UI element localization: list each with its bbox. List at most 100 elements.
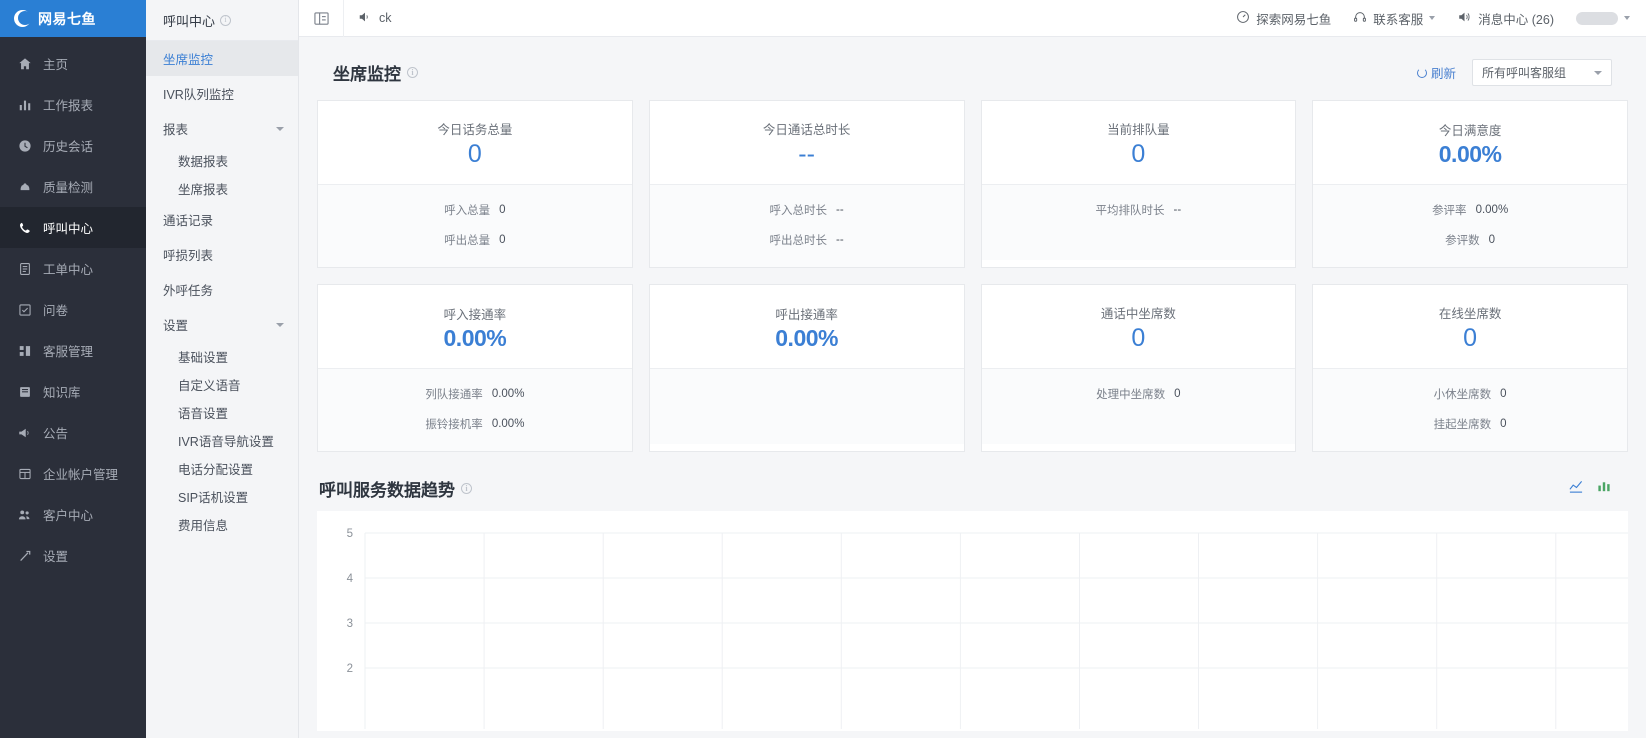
sidebar-item-9[interactable]: 公告 [0,412,146,453]
chevron-down-icon [276,322,284,327]
metric-card-label: 今日满意度 [1438,123,1502,138]
subnav-child-9[interactable]: 基础设置 [146,342,298,370]
metric-card-details: 参评率 0.00% 参评数 0 [1313,184,1627,267]
metric-card-top: 呼入接通率 0.00% [318,285,632,368]
metric-card-top: 呼出接通率 0.00% [650,285,964,368]
sidebar-item-10[interactable]: 企业帐户管理 [0,453,146,494]
bar-chart-icon[interactable] [1596,479,1612,499]
sidebar-item-5[interactable]: 工单中心 [0,248,146,289]
subnav-group-label: 报表 [163,123,189,137]
collapse-sidebar-icon[interactable] [299,0,344,37]
info-icon[interactable]: i [461,483,472,494]
metric-detail-value: 0 [1500,388,1507,400]
metric-card-value: 0.00% [1438,140,1502,167]
sidebar-item-12[interactable]: 设置 [0,535,146,576]
refresh-button[interactable]: 刷新 [1416,63,1456,82]
metric-card-label: 呼入接通率 [443,307,507,322]
sidebar-item-3[interactable]: 质量检测 [0,166,146,207]
sidebar-item-11[interactable]: 客户中心 [0,494,146,535]
subnav-item-7[interactable]: 外呼任务 [146,272,298,307]
metric-card-top: 今日话务总量 0 [318,101,632,184]
megaphone-icon [17,425,32,440]
metric-card-label: 今日话务总量 [437,122,513,137]
subnav-child-11[interactable]: 语音设置 [146,398,298,426]
subnav-child-15[interactable]: 费用信息 [146,510,298,538]
subnav-child-4[interactable]: 坐席报表 [146,174,298,202]
metric-detail-value: 0 [1488,234,1496,246]
trend-chart-svg: 5 4 3 2 [347,528,1628,729]
subnav-item-6[interactable]: 呼损列表 [146,237,298,272]
contact-support-item[interactable]: 联系客服 [1353,9,1436,28]
sidebar-item-label: 工单中心 [43,263,94,277]
metric-card-details: 处理中坐席数 0 [981,368,1296,444]
user-status[interactable]: ck [344,10,406,27]
chevron-down-icon[interactable] [1624,16,1630,20]
metric-card-3: 今日满意度 0.00% 参评率 0.00% 参评数 0 [1312,100,1628,268]
subnav-group-label: 设置 [163,319,189,333]
metric-cards-row-2: 呼入接通率 0.00% 列队接通率 0.00% 振铃接机率 0.00% 呼出接通率 0.00%… [317,284,1628,452]
group-select-value: 所有呼叫客服组 [1482,66,1567,80]
group-select[interactable]: 所有呼叫客服组 [1472,59,1612,86]
subnav-child-label: SIP话机设置 [178,490,249,505]
sidebar-item-0[interactable]: 主页 [0,43,146,84]
avatar-placeholder [1576,11,1618,25]
sidebar-item-label: 历史会话 [43,140,94,154]
metric-detail: 挂起坐席数 0 [1313,409,1627,439]
subnav-item-1[interactable]: IVR队列监控 [146,76,298,111]
subnav-child-label: 费用信息 [178,518,229,533]
metric-detail-label: 参评率 [1432,205,1467,217]
metric-card-details: 呼入总时长 -- 呼出总时长 -- [649,184,964,267]
sidebar-item-label: 工作报表 [43,99,94,113]
trend-header: 呼叫服务数据趋势 i [317,452,1628,511]
subnav-child-14[interactable]: SIP话机设置 [146,482,298,510]
metric-card-details: 小休坐席数 0 挂起坐席数 0 [1313,368,1627,451]
sidebar-item-2[interactable]: 历史会话 [0,125,146,166]
info-icon[interactable]: i [407,67,418,78]
metric-detail-label: 处理中坐席数 [1096,389,1166,401]
compass-icon [1236,10,1250,27]
subnav-child-3[interactable]: 数据报表 [146,146,298,174]
metric-detail-label: 呼入总量 [444,205,491,217]
svg-text:5: 5 [347,528,353,540]
secondary-sidebar: 呼叫中心 i 坐席监控 IVR队列监控 报表 数据报表 坐席报表 通话记录 呼损列表 外呼任务… [146,0,299,738]
subnav-item-0[interactable]: 坐席监控 [146,41,298,76]
svg-text:3: 3 [347,618,353,630]
subnav-item-5[interactable]: 通话记录 [146,202,298,237]
line-chart-icon[interactable] [1568,479,1584,499]
explore-qiyu-item[interactable]: 探索网易七鱼 [1236,9,1331,28]
sidebar-item-8[interactable]: 知识库 [0,371,146,412]
sidebar-item-label: 客服管理 [43,345,94,359]
message-center-item[interactable]: 消息中心 (26) [1457,9,1554,28]
metric-card-value: 0 [1463,323,1478,352]
subnav-child-13[interactable]: 电话分配设置 [146,454,298,482]
speaker-icon [1457,10,1472,27]
info-icon[interactable]: i [220,14,232,26]
subnav-child-12[interactable]: IVR语音导航设置 [146,426,298,454]
subnav-child-10[interactable]: 自定义语音 [146,370,298,398]
metric-detail: 呼入总时长 -- [650,195,964,225]
metric-detail: 参评率 0.00% [1313,195,1627,225]
brand-logo[interactable]: 网易七鱼 [0,0,146,37]
metric-card-details: 列队接通率 0.00% 振铃接机率 0.00% [318,368,632,451]
avatar[interactable] [1576,11,1630,25]
metric-detail: 呼出总时长 -- [650,225,964,255]
metric-card-value: 0.00% [775,324,838,351]
sidebar-item-4[interactable]: 呼叫中心 [0,207,146,248]
subnav-child-label: 电话分配设置 [178,462,254,477]
subnav-child-label: 语音设置 [178,406,229,421]
trend-chart: 5 4 3 2 [317,511,1628,731]
sidebar-item-1[interactable]: 工作报表 [0,84,146,125]
chevron-down-icon [276,126,284,131]
sidebar-item-label: 质量检测 [43,181,94,195]
subnav-group-2[interactable]: 报表 [146,111,298,146]
grid-icon [17,343,32,358]
metric-card-value: 0 [1131,139,1146,168]
sidebar-item-7[interactable]: 客服管理 [0,330,146,371]
metric-card-value: 0 [1131,323,1146,352]
metric-detail-value: 0 [1500,418,1507,430]
subnav-group-8[interactable]: 设置 [146,307,298,342]
metric-card-details: 呼入总量 0 呼出总量 0 [318,184,632,267]
chevron-down-icon[interactable] [1429,16,1436,20]
sidebar-item-6[interactable]: 问卷 [0,289,146,330]
svg-text:4: 4 [347,573,354,585]
